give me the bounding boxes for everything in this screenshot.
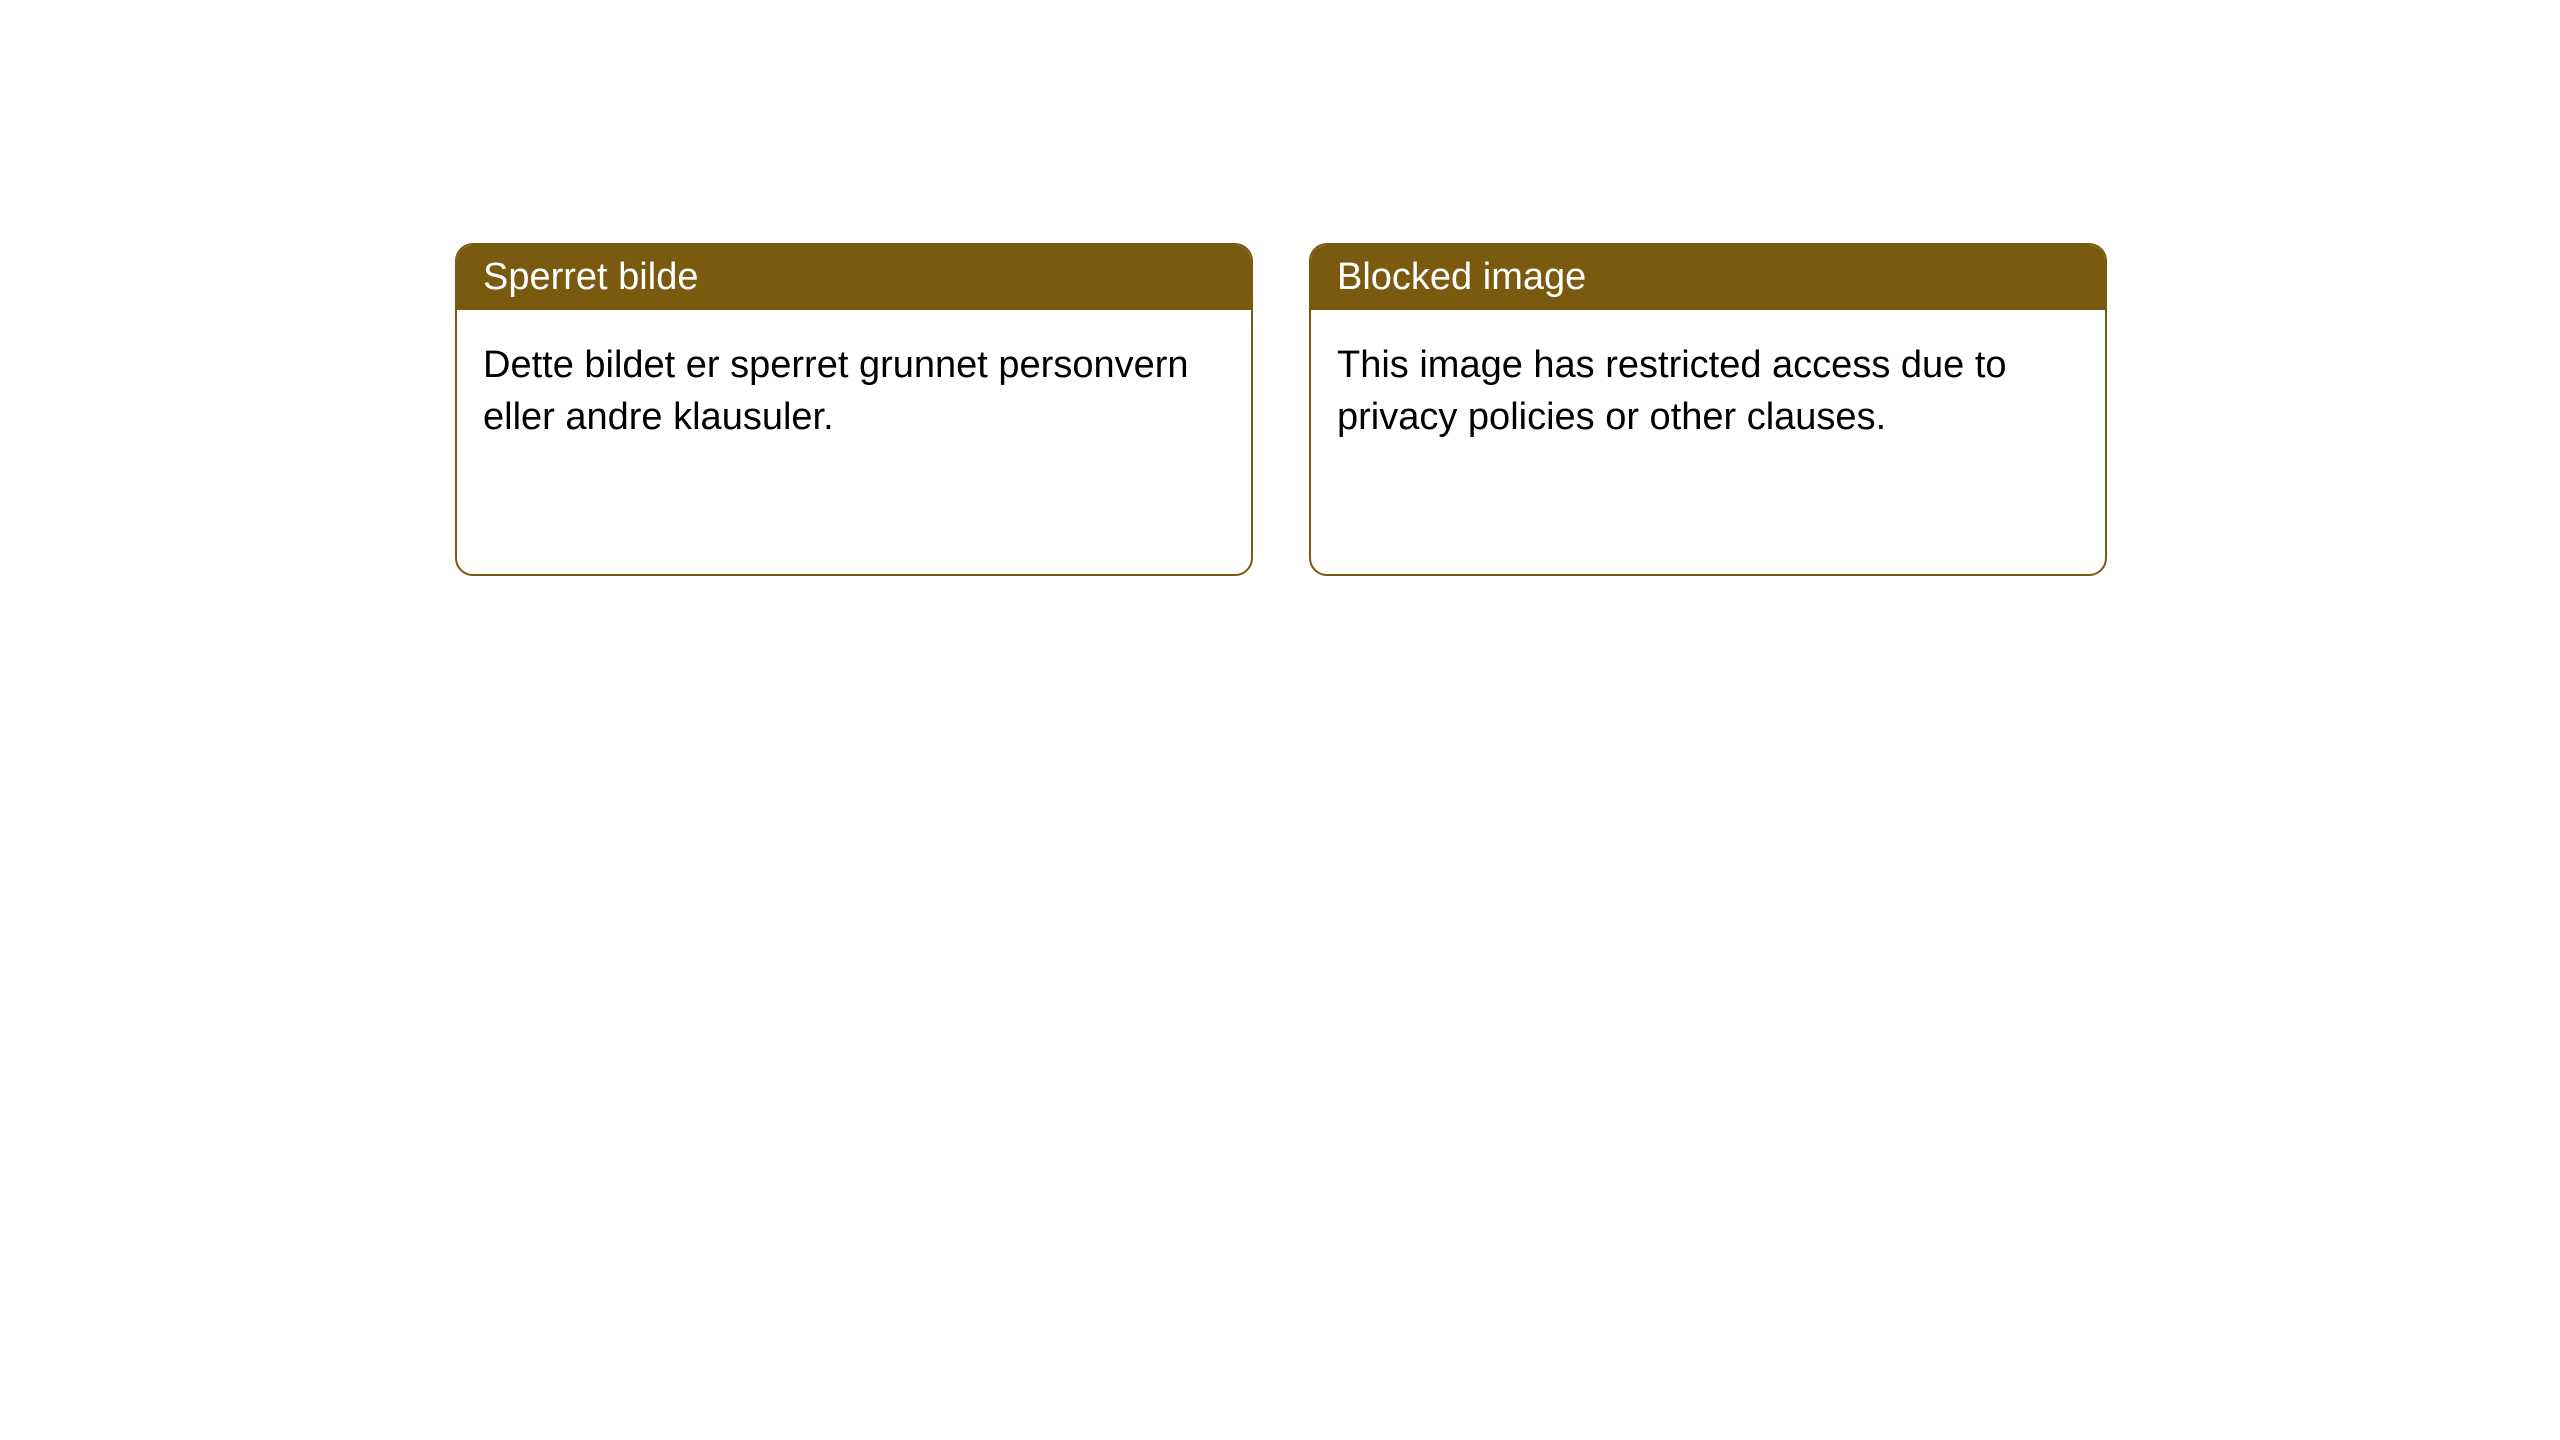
notice-box-english: Blocked image This image has restricted … xyxy=(1309,243,2107,576)
notice-header-english: Blocked image xyxy=(1311,245,2105,310)
notice-body-norwegian: Dette bildet er sperret grunnet personve… xyxy=(457,310,1251,473)
notice-container: Sperret bilde Dette bildet er sperret gr… xyxy=(455,243,2107,576)
notice-body-english: This image has restricted access due to … xyxy=(1311,310,2105,473)
notice-box-norwegian: Sperret bilde Dette bildet er sperret gr… xyxy=(455,243,1253,576)
notice-header-norwegian: Sperret bilde xyxy=(457,245,1251,310)
